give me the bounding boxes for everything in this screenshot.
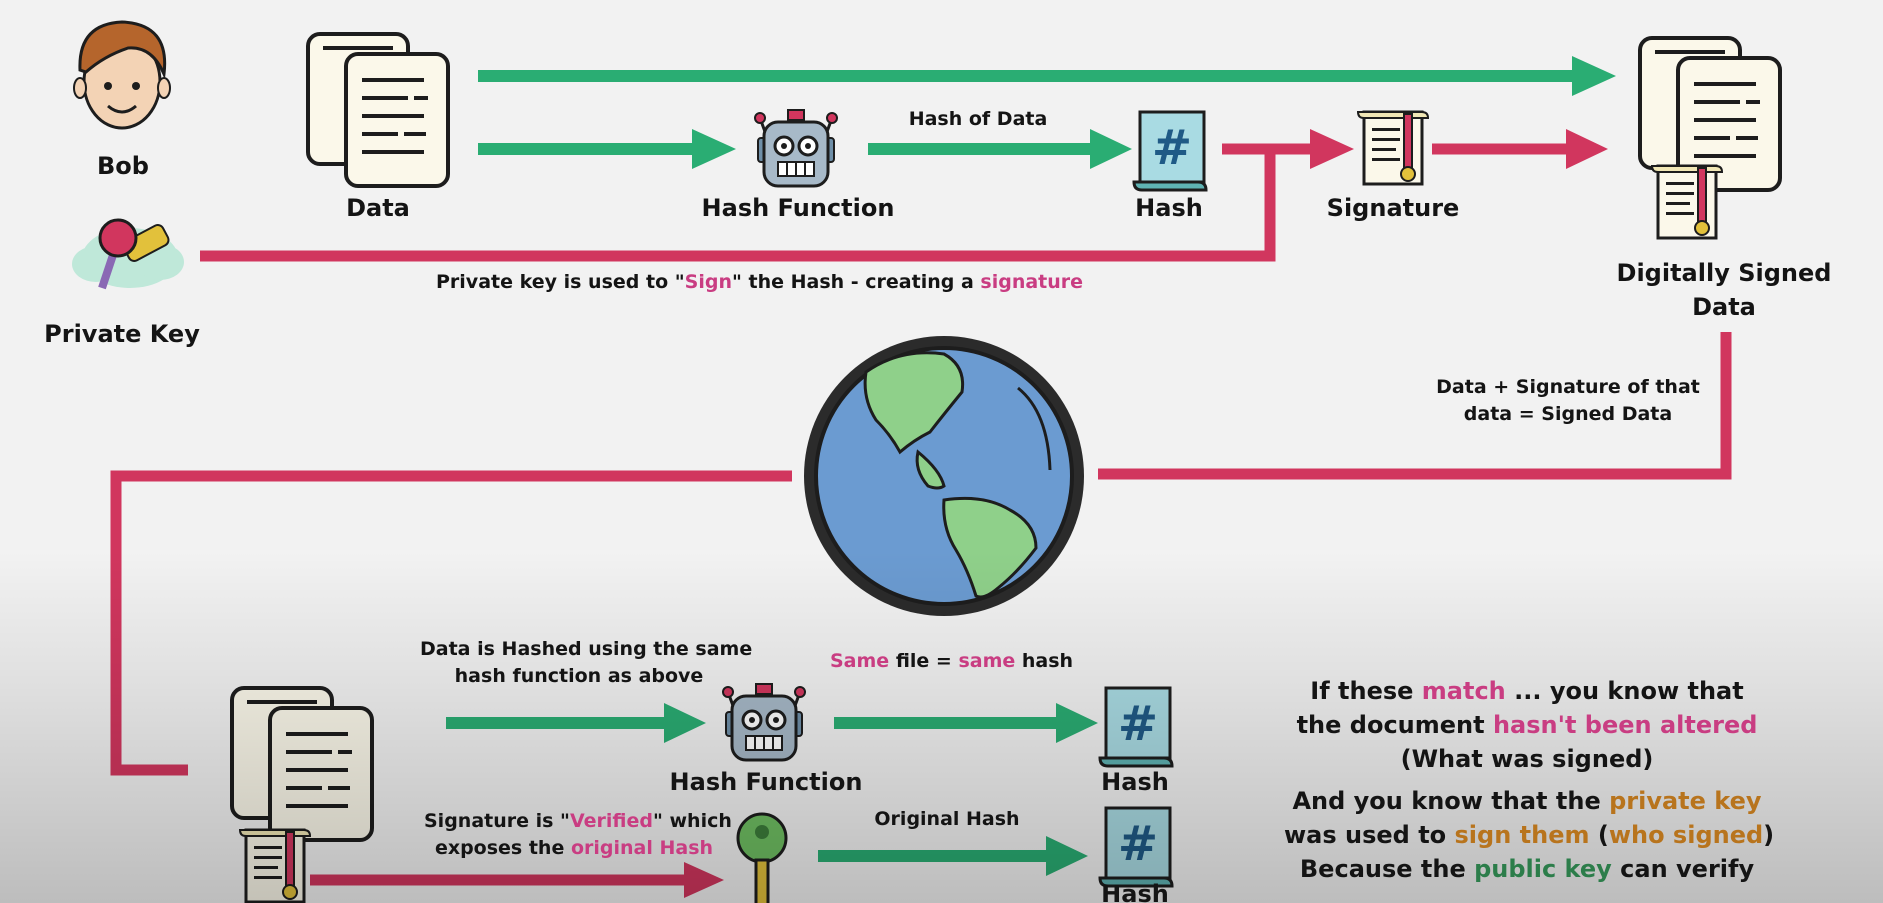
hashed-note-line-2: hash function as above bbox=[454, 665, 704, 687]
verified-note-line-2: exposes the original Hash bbox=[424, 835, 724, 862]
received-data-to-hash-function-arrow bbox=[446, 703, 706, 743]
signature-to-signed-arrow bbox=[1432, 129, 1608, 169]
conclusion-text-part: Because the bbox=[1299, 855, 1475, 883]
conclusion-line-2: the document hasn't been altered bbox=[1284, 708, 1770, 742]
original-hash-icon bbox=[1098, 806, 1174, 888]
bob-avatar bbox=[73, 20, 171, 130]
note-text: Private key is used to " bbox=[436, 271, 685, 293]
verified-note: Signature is "Verified" which exposes th… bbox=[424, 808, 732, 862]
signed-data-icon bbox=[1638, 36, 1782, 240]
hash-function-label: Hash Function bbox=[701, 194, 895, 222]
hash-of-data-label: Hash of Data bbox=[908, 108, 1048, 130]
original-hash-label: Original Hash bbox=[874, 808, 1020, 830]
conclusion-highlight-sign-them: sign them bbox=[1454, 821, 1590, 849]
globe-icon bbox=[804, 336, 1084, 616]
private-key-label: Private Key bbox=[44, 320, 200, 348]
public-key-icon bbox=[736, 812, 788, 903]
signature-to-public-key-arrow bbox=[310, 862, 724, 898]
note-text: Signature is " bbox=[424, 810, 570, 832]
conclusion-text-part: can verify bbox=[1611, 855, 1755, 883]
data-label: Data bbox=[346, 194, 410, 222]
received-data-icon bbox=[230, 686, 374, 903]
signed-data-label-line-2: Data bbox=[1692, 293, 1756, 321]
note-text: exposes the bbox=[434, 837, 571, 859]
bob-label: Bob bbox=[97, 152, 149, 180]
hash-function-to-hash-arrow bbox=[868, 129, 1132, 169]
private-key-icon bbox=[72, 218, 184, 290]
note-highlight-signature: signature bbox=[980, 271, 1084, 293]
conclusion-line-6: Because the public key can verify bbox=[1284, 852, 1770, 886]
conclusion-line-4: And you know that the private key bbox=[1284, 784, 1770, 818]
note-highlight-original-hash: original Hash bbox=[570, 837, 714, 859]
conclusion-highlight: hasn't been altered bbox=[1492, 711, 1758, 739]
same-highlight: same bbox=[958, 650, 1016, 672]
private-key-note: Private key is used to "Sign" the Hash -… bbox=[436, 271, 1083, 293]
conclusion-text-part: ( bbox=[1589, 821, 1609, 849]
note-text: hash bbox=[1015, 650, 1074, 672]
public-key-to-original-hash-arrow bbox=[818, 836, 1088, 876]
data-to-hash-function-arrow bbox=[478, 129, 736, 169]
conclusion-text-part: ) bbox=[1763, 821, 1775, 849]
bottom-hash-function-to-hash-arrow bbox=[834, 703, 1098, 743]
signature-label: Signature bbox=[1326, 194, 1460, 222]
conclusion-highlight-private-key: private key bbox=[1609, 787, 1762, 815]
signed-data-note-line-2: data = Signed Data bbox=[1463, 403, 1673, 425]
same-hash-note: Same file = same hash bbox=[830, 650, 1073, 672]
conclusion-line-1: If these match ... you know that bbox=[1284, 674, 1770, 708]
bottom-hash-label: Hash bbox=[1101, 768, 1169, 796]
conclusion-highlight-public-key: public key bbox=[1474, 855, 1612, 883]
note-text: " the Hash - creating a bbox=[731, 271, 981, 293]
conclusion-text: If these match ... you know that the doc… bbox=[1284, 674, 1774, 886]
signed-data-label: Digitally Signed Data bbox=[1612, 256, 1836, 324]
conclusion-line-5: was used to sign them (who signed) bbox=[1284, 818, 1774, 852]
signature-scroll-icon bbox=[1356, 110, 1430, 186]
same-highlight: Same bbox=[830, 650, 890, 672]
signed-data-note: Data + Signature of that data = Signed D… bbox=[1430, 374, 1706, 428]
hashed-note: Data is Hashed using the same hash funct… bbox=[420, 636, 753, 690]
conclusion-text-part: And you know that the bbox=[1292, 787, 1610, 815]
bottom-hash-function-label: Hash Function bbox=[669, 768, 863, 796]
note-highlight-sign: Sign bbox=[684, 271, 732, 293]
conclusion-spacer bbox=[1284, 776, 1770, 784]
signed-data-note-line-1: Data + Signature of that bbox=[1436, 376, 1700, 398]
hash-label: Hash bbox=[1135, 194, 1203, 222]
conclusion-text-part: the document bbox=[1296, 711, 1493, 739]
bottom-hash-icon bbox=[1098, 686, 1174, 768]
conclusion-text-part: ... you know that bbox=[1505, 677, 1744, 705]
hashed-note-line-1: Data is Hashed using the same bbox=[420, 638, 753, 660]
note-highlight-verified: Verified bbox=[569, 810, 653, 832]
data-to-signed-arrow bbox=[478, 56, 1616, 96]
bottom-hash-function-robot-icon bbox=[721, 682, 807, 762]
private-key-to-signature-path bbox=[200, 129, 1354, 262]
conclusion-text-part: If these bbox=[1310, 677, 1422, 705]
data-documents-icon bbox=[306, 32, 450, 188]
signed-data-label-line-1: Digitally Signed bbox=[1616, 259, 1832, 287]
conclusion-text-part: was used to bbox=[1284, 821, 1455, 849]
hash-function-robot-icon bbox=[753, 108, 839, 188]
conclusion-highlight: match bbox=[1421, 677, 1506, 705]
signed-data-transfer-path bbox=[110, 332, 1732, 776]
conclusion-highlight-who-signed: who signed bbox=[1608, 821, 1764, 849]
note-text: " which bbox=[652, 810, 732, 832]
original-hash-bottom-label: Hash bbox=[1101, 880, 1169, 903]
hash-icon bbox=[1132, 110, 1208, 192]
verified-note-line-1: Signature is "Verified" which bbox=[424, 808, 732, 835]
note-text: file = bbox=[889, 650, 959, 672]
conclusion-line-3: (What was signed) bbox=[1400, 745, 1654, 773]
